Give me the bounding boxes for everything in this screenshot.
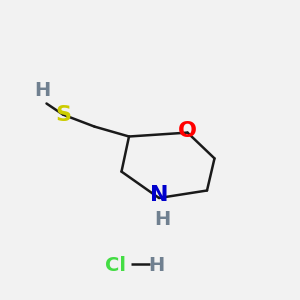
- Text: S: S: [55, 105, 71, 124]
- Text: H: H: [154, 210, 170, 229]
- Text: O: O: [178, 121, 197, 141]
- Text: N: N: [150, 185, 168, 205]
- Text: H: H: [34, 80, 50, 100]
- Text: Cl: Cl: [105, 256, 126, 275]
- Text: H: H: [148, 256, 164, 275]
